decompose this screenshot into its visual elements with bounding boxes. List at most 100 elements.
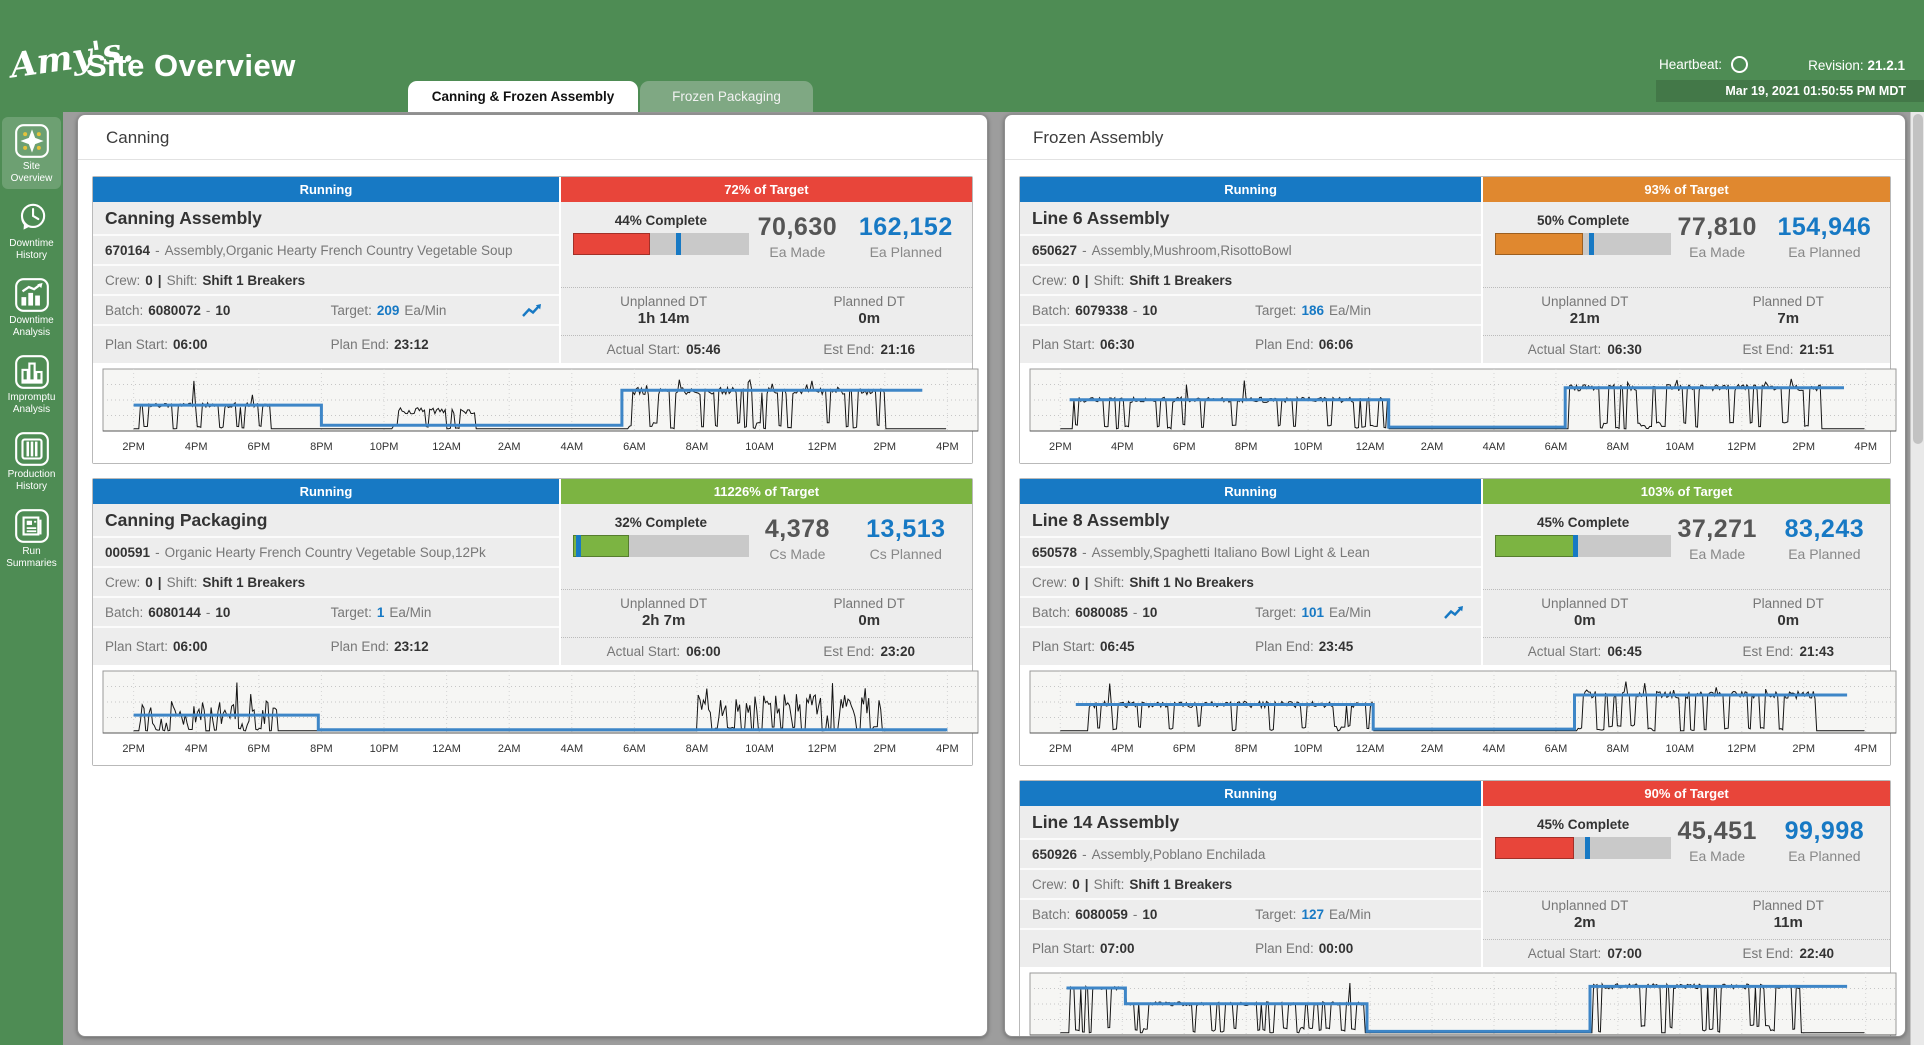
batch-label: Batch: bbox=[105, 604, 144, 620]
start-end-row: Actual Start: 07:00 Est End: 22:40 bbox=[1483, 939, 1890, 967]
crew-shift-row: Crew: 0 | Shift: Shift 1 Breakers bbox=[93, 266, 559, 296]
svg-text:10PM: 10PM bbox=[1294, 743, 1323, 755]
crew-label: Crew: bbox=[105, 272, 141, 288]
progress-fill bbox=[572, 233, 651, 255]
progress-bar bbox=[1495, 837, 1672, 859]
plan-end-value: 06:06 bbox=[1318, 337, 1354, 352]
downtime-block: Unplanned DT 0m Planned DT 0m bbox=[1483, 589, 1890, 637]
tab-frozen-packaging[interactable]: Frozen Packaging bbox=[640, 81, 813, 112]
dash: - bbox=[155, 544, 160, 560]
svg-text:6AM: 6AM bbox=[1545, 743, 1568, 755]
shift-value: Shift 1 Breakers bbox=[1129, 876, 1233, 892]
made-value: 4,378 bbox=[764, 515, 830, 543]
made-label: Ea Made bbox=[1689, 244, 1746, 260]
shift-value: Shift 1 Breakers bbox=[202, 272, 306, 288]
planned-dt-label: Planned DT bbox=[1752, 898, 1824, 913]
dash: - bbox=[1132, 302, 1138, 318]
trend-icon[interactable] bbox=[521, 303, 543, 321]
target-percent-label: 72% of Target bbox=[724, 182, 809, 197]
svg-text:8PM: 8PM bbox=[1235, 743, 1258, 755]
sidebar-item-production-history[interactable]: Production History bbox=[2, 425, 61, 497]
svg-text:12PM: 12PM bbox=[1727, 441, 1756, 453]
plan-start-value: 06:45 bbox=[1100, 639, 1135, 654]
plan-start-value: 06:00 bbox=[173, 337, 208, 352]
svg-text:4PM: 4PM bbox=[1854, 441, 1877, 453]
tab-canning-frozen-assembly[interactable]: Canning & Frozen Assembly bbox=[408, 81, 638, 112]
crew-shift-row: Crew: 0 | Shift: Shift 1 Breakers bbox=[93, 568, 559, 598]
page-title: Site Overview bbox=[86, 48, 296, 83]
panel-body: Running Canning Assembly 670164 - Assemb… bbox=[78, 160, 987, 766]
unplanned-dt-label: Unplanned DT bbox=[1541, 294, 1629, 309]
planned-dt-label: Planned DT bbox=[833, 294, 905, 309]
sidebar-item-impromptu-analysis[interactable]: Impromptu Analysis bbox=[2, 348, 61, 420]
target-label: Target: bbox=[1255, 604, 1297, 620]
production-chart: 2PM 4PM 6PM 8PM 10PM 12AM 2AM 4AM 6AM 8AM 10AM 12PM… bbox=[93, 665, 979, 765]
sidebar-item-downtime-history[interactable]: Downtime History bbox=[2, 194, 61, 266]
batch-run-value: 10 bbox=[1142, 302, 1158, 318]
crew-label: Crew: bbox=[1032, 574, 1068, 590]
target-marker bbox=[1573, 535, 1579, 557]
sidebar-item-run-summaries[interactable]: Run Summaries bbox=[2, 502, 61, 574]
shift-label: Shift: bbox=[166, 574, 198, 590]
product-row: 650578 - Assembly,Spaghetti Italiano Bow… bbox=[1020, 538, 1482, 568]
line-name: Canning Packaging bbox=[105, 509, 268, 530]
dash: - bbox=[1132, 604, 1138, 620]
progress-bar bbox=[1495, 233, 1672, 255]
planned-value: 83,243 bbox=[1784, 515, 1865, 543]
status-label: Running bbox=[299, 182, 353, 197]
product-row: 650627 - Assembly,Mushroom,RisottoBowl bbox=[1020, 236, 1482, 266]
line-card: Running Canning Assembly 670164 - Assemb… bbox=[92, 176, 979, 464]
target-marker bbox=[1589, 233, 1594, 255]
svg-text:10PM: 10PM bbox=[370, 743, 399, 755]
planned-value: 154,946 bbox=[1777, 213, 1872, 241]
card-info: Running Line 6 Assembly 650627 - Assembl… bbox=[1020, 177, 1890, 363]
svg-text:12AM: 12AM bbox=[1356, 441, 1385, 453]
actual-start-label: Actual Start: bbox=[1527, 644, 1602, 659]
product-code: 650926 bbox=[1032, 846, 1078, 862]
rate-unit: Ea/Min bbox=[1328, 302, 1371, 318]
target-percent-bar: 93% of Target bbox=[1483, 177, 1890, 202]
status-badge: Running bbox=[1020, 781, 1482, 806]
plan-row: Plan Start: 06:30 Plan End: 06:06 bbox=[1020, 326, 1482, 363]
scrollbar-thumb[interactable] bbox=[1913, 114, 1923, 444]
sidebar-label: Production History bbox=[7, 469, 56, 492]
complete-block: 45% Complete 37,271 Ea Made 83,243 bbox=[1483, 504, 1890, 589]
actual-start-label: Actual Start: bbox=[1527, 946, 1602, 961]
heartbeat-icon bbox=[1731, 56, 1748, 73]
shift-label: Shift: bbox=[1093, 272, 1125, 288]
svg-text:2PM: 2PM bbox=[1792, 743, 1815, 755]
line-card: Running Line 6 Assembly 650627 - Assembl… bbox=[1019, 176, 1897, 464]
svg-text:4PM: 4PM bbox=[1111, 743, 1134, 755]
svg-text:6PM: 6PM bbox=[248, 743, 271, 755]
trend-icon[interactable] bbox=[1443, 605, 1465, 623]
actual-start-label: Actual Start: bbox=[606, 342, 681, 357]
downtime-block: Unplanned DT 1h 14m Planned DT 0m bbox=[560, 287, 972, 335]
svg-text:6AM: 6AM bbox=[1545, 441, 1568, 453]
sidebar-item-site-overview[interactable]: Site Overview bbox=[2, 117, 61, 189]
progress-fill bbox=[1495, 233, 1584, 255]
batch-target-row: Batch: 6079338 - 10 Target: 186 Ea/Min bbox=[1020, 296, 1482, 326]
svg-text:12AM: 12AM bbox=[432, 743, 461, 755]
actual-start-value: 06:00 bbox=[686, 644, 721, 659]
target-rate-value: 186 bbox=[1301, 302, 1324, 318]
planned-label: Cs Planned bbox=[869, 546, 942, 562]
svg-text:2PM: 2PM bbox=[1792, 441, 1815, 453]
complete-label: 50% Complete bbox=[1536, 213, 1630, 228]
planned-label: Ea Planned bbox=[1788, 546, 1861, 562]
pipe: | bbox=[1084, 272, 1089, 288]
sidebar-item-downtime-analysis[interactable]: Downtime Analysis bbox=[2, 271, 61, 343]
pipe: | bbox=[1084, 574, 1089, 590]
svg-text:4PM: 4PM bbox=[1111, 441, 1134, 453]
card-info: Running Line 8 Assembly 650578 - Assembl… bbox=[1020, 479, 1890, 665]
batch-run-value: 10 bbox=[1142, 906, 1158, 922]
product-code: 670164 bbox=[105, 242, 151, 258]
planned-dt-label: Planned DT bbox=[1752, 294, 1824, 309]
shift-label: Shift: bbox=[166, 272, 198, 288]
plan-start-value: 06:00 bbox=[173, 639, 208, 654]
svg-text:8PM: 8PM bbox=[310, 743, 333, 755]
plan-end-label: Plan End: bbox=[330, 337, 390, 352]
dash: - bbox=[1132, 906, 1138, 922]
scrollbar[interactable] bbox=[1910, 112, 1924, 1045]
plan-end-value: 23:12 bbox=[394, 337, 429, 352]
pipe: | bbox=[1084, 876, 1089, 892]
